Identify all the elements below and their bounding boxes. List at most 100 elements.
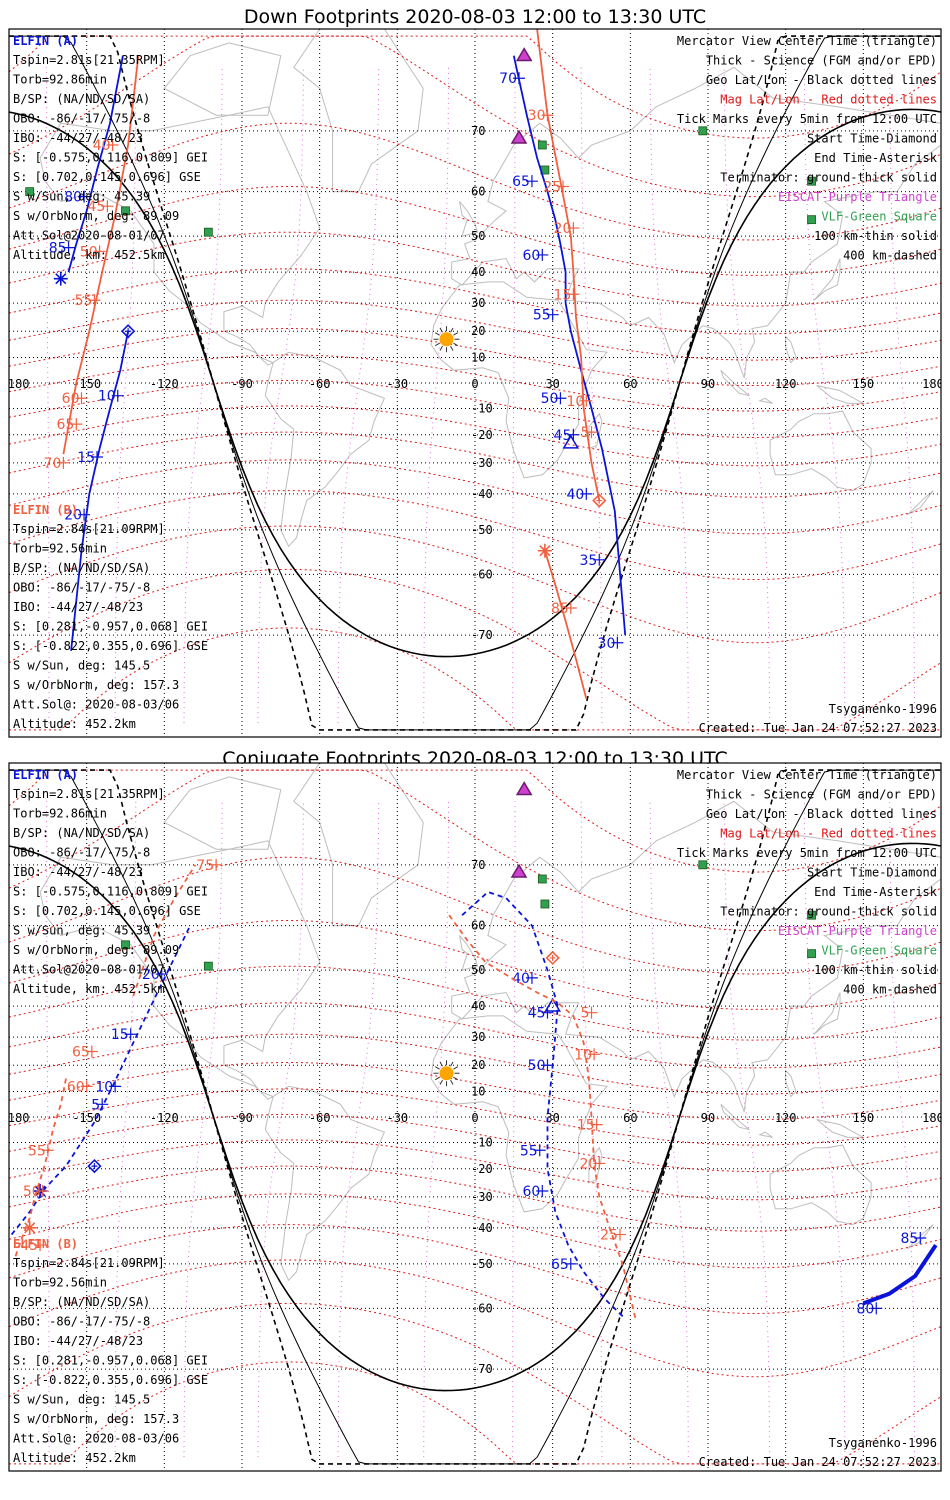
track-tick-label: 55: [520, 1143, 538, 1159]
track-tick-mark: [613, 1228, 626, 1241]
x-tick-label: 180: [922, 1111, 944, 1125]
track-tick-mark: [91, 451, 104, 464]
track-tick-label: 65: [512, 174, 530, 190]
info-elfin-a-line: S: [-0.575,0.116,0.809] GEI: [13, 151, 208, 165]
y-tick-label: 60: [471, 185, 485, 199]
vlf-station-marker: [807, 215, 816, 225]
y-tick-label: -60: [471, 567, 493, 581]
legend-entry: Terminator: ground-thick solid: [720, 171, 937, 185]
coastline: [813, 258, 841, 301]
legend-right: Mercator View Center Time (triangle) Thic…: [677, 768, 938, 997]
plot-frame: [8, 762, 942, 1472]
coastline: [906, 490, 934, 516]
info-elfin-b-line: S w/Sun, deg: 145.5: [13, 1393, 150, 1407]
track-tick-label: 55: [533, 308, 551, 324]
legend-entry: Terminator: ground-thick solid: [720, 905, 937, 919]
mag-latitude-line: [9, 769, 941, 932]
track-tick-mark: [80, 1080, 93, 1093]
info-elfin-a-line: S w/Sun, deg: 45.39: [13, 924, 150, 938]
legend-entry: 100 km-thin solid: [814, 963, 937, 977]
info-elfin-b-line: S w/Sun, deg: 145.5: [13, 659, 150, 673]
mag-latitude-line: [9, 1114, 941, 1173]
track-tick-label: 65: [551, 1257, 569, 1273]
info-elfin-b-line: OBO: -86/-17/-75/-8: [13, 1315, 150, 1329]
track-tick-mark: [611, 636, 624, 649]
info-elfin-b-line: Torb=92.56min: [13, 542, 107, 556]
start-time-diamond-cross: [91, 1163, 98, 1170]
y-tick-label: 30: [471, 296, 485, 310]
coastline: [293, 763, 424, 927]
info-elfin-a-line: Att.Sol@2020-08-01/07: [13, 229, 165, 243]
y-tick-label: 50: [471, 963, 485, 977]
info-elfin-a-line: Att.Sol@2020-08-01/07: [13, 963, 165, 977]
legend-entry: End Time-Asterisk: [814, 151, 938, 165]
info-elfin-b-line: B/SP: (NA/ND/SD/SA): [13, 561, 150, 575]
model-label: Tsyganenko-1996: [829, 1436, 937, 1450]
mag-latitude-line: [9, 1165, 941, 1232]
info-elfin-b-line: OBO: -86/-17/-75/-8: [13, 581, 150, 595]
legend-entry: Tick Marks every 5min from 12:00 UTC: [677, 846, 937, 860]
created-label: Created: Tue Jan 24 07:52:27 2023: [699, 1455, 937, 1469]
info-block-elfin-b: ELFIN (B) Tspin=2.84s[21.09RPM] Torb=92.56…: [13, 1237, 208, 1465]
track-tick-mark: [585, 1006, 598, 1019]
terminator-400km: [9, 769, 941, 1465]
mag-latitude-line: [9, 35, 941, 198]
info-elfin-b-line: IBO: -44/27/-48/23: [13, 600, 143, 614]
x-tick-label: -180: [1, 1111, 30, 1125]
legend-entry: VLF-Green Square: [821, 944, 937, 958]
mag-meridian-line: [114, 67, 137, 724]
info-elfin-a-line: OBO: -86/-17/-75/-8: [13, 846, 150, 860]
track-tick-mark: [536, 1185, 549, 1198]
eiscat-station-marker: [510, 863, 528, 878]
track-segment: [544, 550, 588, 699]
coastline: [163, 776, 282, 850]
track-tick-mark: [525, 175, 538, 188]
track-tick-label: 65: [72, 1044, 90, 1060]
mag-meridian-line: [423, 67, 449, 724]
track-tick-label: 50: [80, 244, 98, 260]
mag-latitude-line: [9, 354, 941, 412]
track-tick-mark: [541, 109, 554, 122]
mag-meridian-line: [183, 67, 223, 724]
track-tick-label: 15: [77, 450, 95, 466]
x-tick-label: -180: [1, 377, 30, 391]
info-elfin-b-line: S w/OrbNorm, deg: 157.3: [13, 1412, 179, 1426]
track-tick-mark: [567, 428, 580, 441]
track-science-segment: [862, 1243, 938, 1306]
mag-latitude-line: [9, 122, 941, 241]
legend-entry: Mag Lat/Lon - Red dotted lines: [720, 827, 937, 841]
vlf-station-marker: [540, 899, 550, 909]
y-tick-label: 70: [471, 124, 485, 138]
track-tick-mark: [541, 1059, 554, 1072]
sun-ray: [453, 1076, 459, 1081]
coastline: [816, 1119, 864, 1138]
info-elfin-b-line: Altitude: 452.2km: [13, 1451, 136, 1465]
coastline: [451, 800, 941, 1113]
mag-meridian-line: [183, 801, 223, 1458]
sun-ray: [435, 1076, 440, 1081]
legend-entry: Thick - Science (FGM and/or EPD): [706, 788, 937, 802]
track-tick-mark: [554, 392, 567, 405]
track-tick-mark: [78, 508, 91, 521]
track-tick-mark: [106, 138, 119, 151]
y-tick-label: 50: [471, 229, 485, 243]
track-tick-label: 20: [579, 1156, 597, 1172]
legend-right: Mercator View Center Time (triangle) Thic…: [677, 34, 938, 263]
x-tick-label: -120: [150, 377, 179, 391]
created-label: Created: Tue Jan 24 07:52:27 2023: [699, 721, 937, 735]
track-tick-label: 15: [577, 1118, 595, 1134]
track-tick-mark: [36, 1185, 49, 1198]
vlf-station-marker: [203, 227, 213, 237]
track-tick-mark: [564, 602, 577, 615]
x-tick-label: 0: [471, 1111, 478, 1125]
legend-entry: Mercator View Center Time (triangle): [677, 768, 937, 782]
info-elfin-a-line: B/SP: (NA/ND/SD/SA): [13, 826, 150, 840]
vlf-station-marker: [807, 910, 816, 920]
track-tick-mark: [111, 389, 124, 402]
mag-meridian-line: [580, 801, 603, 1458]
y-tick-label: -40: [471, 1221, 493, 1235]
x-tick-label: 180: [922, 377, 944, 391]
eiscat-station-marker: [515, 781, 533, 796]
track-tick-label: 15: [111, 1027, 129, 1043]
